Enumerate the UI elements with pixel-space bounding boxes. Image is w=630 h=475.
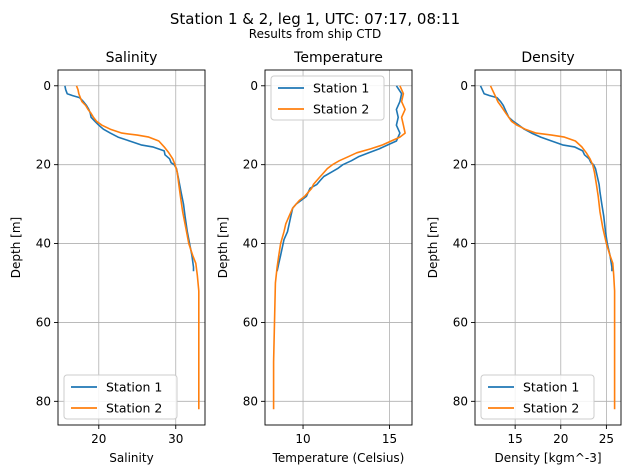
legend: Station 1 Station 2 <box>63 374 178 420</box>
x-tick-label: 15 <box>382 432 397 446</box>
legend-label: Station 1 <box>313 81 369 96</box>
x-axis-label: Salinity <box>109 451 153 465</box>
x-axis-label: Temperature (Celsius) <box>272 451 405 465</box>
x-tick-label: 10 <box>295 432 310 446</box>
series-line-station-2 <box>489 85 616 410</box>
y-tick-label: 40 <box>36 237 51 251</box>
y-tick-label: 20 <box>243 158 258 172</box>
y-tick-label: 80 <box>36 394 51 408</box>
y-tick-label: 60 <box>453 315 468 329</box>
y-axis-label: Depth [m] <box>9 217 23 278</box>
series-line-station-1 <box>479 85 613 272</box>
legend: Station 1 Station 2 <box>480 374 595 420</box>
y-tick-label: 40 <box>453 237 468 251</box>
panel-title: Density <box>521 50 574 66</box>
panel-density: 15 20 25 0 20 40 60 80 Density Density [kgm^-3] De… <box>426 50 622 465</box>
panel-title: Temperature <box>293 50 383 66</box>
y-tick-label: 0 <box>460 79 468 93</box>
y-axis-label: Depth [m] <box>216 217 230 278</box>
x-tick-label: 30 <box>168 432 183 446</box>
y-tick-label: 20 <box>453 158 468 172</box>
series-line-station-1 <box>64 85 195 272</box>
y-tick-label: 80 <box>453 394 468 408</box>
legend-label: Station 2 <box>313 102 369 117</box>
legend-label: Station 2 <box>106 401 162 416</box>
series-line-station-2 <box>272 85 406 410</box>
panel-temperature: 10 15 0 20 40 60 80 Temperature Temperature (Cel… <box>216 50 413 465</box>
plot-frame <box>264 69 413 426</box>
panel-title: Salinity <box>106 50 158 66</box>
y-tick-label: 80 <box>243 394 258 408</box>
plot-frame <box>474 69 622 426</box>
series-line-station-1 <box>276 85 403 272</box>
x-axis-label: Density [kgm^-3] <box>494 451 601 465</box>
plot-frame <box>57 69 206 426</box>
y-tick-label: 40 <box>243 237 258 251</box>
y-axis-label: Depth [m] <box>426 217 440 278</box>
y-tick-label: 60 <box>243 315 258 329</box>
figure-subtitle: Results from ship CTD <box>249 27 381 41</box>
legend-label: Station 1 <box>523 380 579 395</box>
x-tick-label: 15 <box>508 432 523 446</box>
legend-label: Station 2 <box>523 401 579 416</box>
panel-salinity: 20 30 0 20 40 60 80 Salinity Salinity Depth [m] St… <box>9 50 206 465</box>
x-tick-label: 20 <box>91 432 106 446</box>
legend: Station 1 Station 2 <box>270 75 385 121</box>
y-tick-label: 0 <box>43 79 51 93</box>
x-tick-label: 25 <box>599 432 614 446</box>
y-tick-label: 0 <box>250 79 258 93</box>
legend-label: Station 1 <box>106 380 162 395</box>
figure-title: Station 1 & 2, leg 1, UTC: 07:17, 08:11 <box>170 10 460 28</box>
x-tick-label: 20 <box>553 432 568 446</box>
series-line-station-2 <box>75 85 200 410</box>
y-tick-label: 20 <box>36 158 51 172</box>
y-tick-label: 60 <box>36 315 51 329</box>
